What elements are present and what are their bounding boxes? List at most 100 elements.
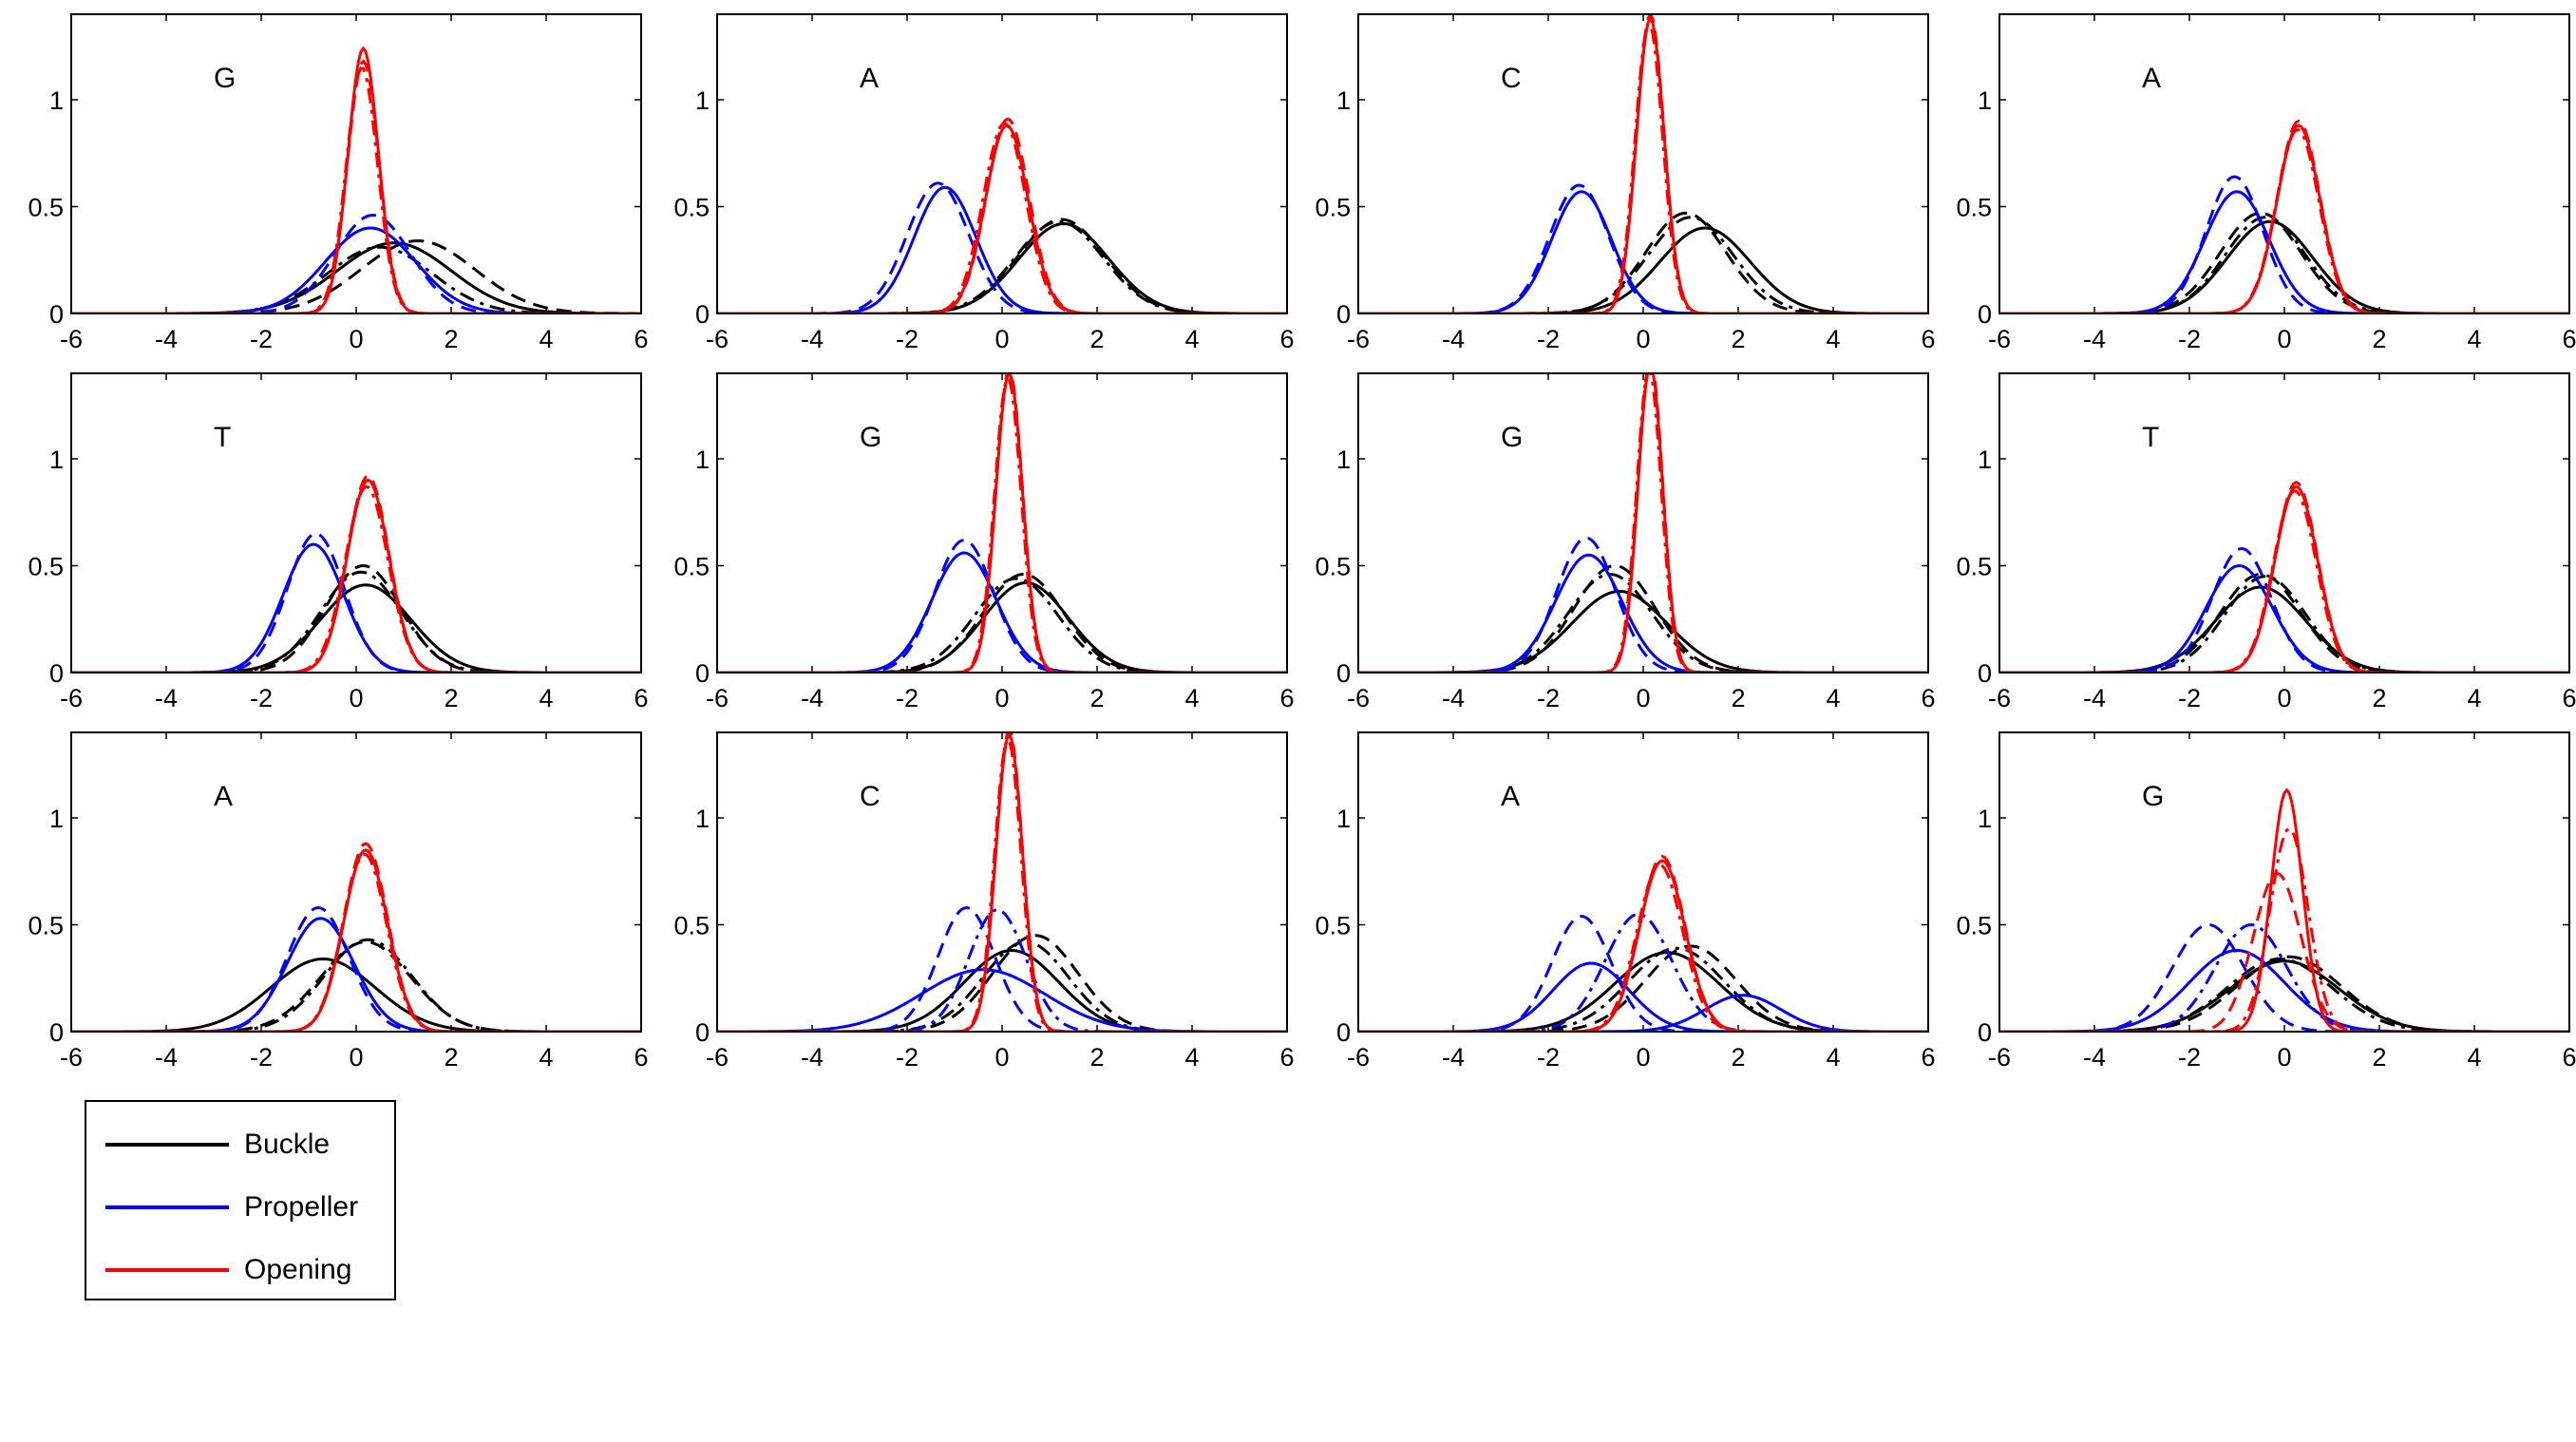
series-line-propeller	[71, 532, 641, 673]
x-tick-label: -2	[896, 684, 919, 712]
x-tick-label: 6	[1921, 1043, 1935, 1072]
panel-curves	[1999, 787, 2569, 1032]
series-line-buckle	[1358, 589, 1928, 673]
panel-4: -6 -4 -2 0 2 4 6 0 0.5 1 A	[1956, 13, 2576, 353]
x-tick-label: 0	[2277, 684, 2291, 712]
series-line-buckle	[717, 939, 1287, 1032]
y-tick-label: 0	[695, 659, 710, 688]
panel-label: C	[860, 781, 881, 812]
series-line-buckle	[717, 577, 1287, 673]
panel-11: -6 -4 -2 0 2 4 6 0 0.5 1 A	[1315, 731, 1936, 1072]
x-tick-label: -2	[250, 1043, 273, 1072]
x-tick-label: 2	[2372, 684, 2386, 712]
x-tick-label: 6	[2562, 684, 2576, 712]
series-line-propeller	[1358, 912, 1928, 1032]
x-tick-label: -2	[2178, 1043, 2201, 1072]
x-tick-label: 6	[634, 1043, 648, 1072]
x-tick-label: 2	[1089, 1043, 1104, 1072]
panel-2: -6 -4 -2 0 2 4 6 0 0.5 1 A	[673, 13, 1295, 353]
series-line-opening	[1358, 373, 1928, 673]
x-tick-label: -4	[1442, 325, 1465, 353]
panel-3: -6 -4 -2 0 2 4 6 0 0.5 1 C	[1315, 13, 1936, 353]
x-tick-label: 2	[444, 1043, 458, 1072]
series-line-buckle	[717, 219, 1287, 313]
series-line-opening	[1999, 871, 2569, 1032]
x-tick-label: -6	[60, 1043, 83, 1072]
series-line-buckle	[71, 939, 641, 1032]
series-line-opening	[1358, 21, 1928, 313]
x-tick-label: 2	[1731, 325, 1745, 353]
series-line-propeller	[1999, 546, 2569, 673]
y-tick-label: 0	[1978, 659, 1992, 688]
panel-label: T	[214, 422, 231, 453]
series-line-buckle	[717, 580, 1287, 673]
series-line-propeller	[1999, 190, 2569, 313]
series-line-opening	[1999, 787, 2569, 1032]
y-tick-label: 0.5	[28, 194, 64, 222]
x-tick-label: -6	[1988, 684, 2011, 712]
x-tick-label: -2	[2178, 684, 2201, 712]
panel-label: A	[2142, 63, 2161, 94]
series-line-propeller	[1358, 190, 1928, 313]
panel-1: -6 -4 -2 0 2 4 6 0 0.5 1 G	[28, 13, 649, 353]
x-tick-label: 2	[444, 325, 458, 353]
x-tick-label: 0	[2277, 325, 2291, 353]
y-tick-label: 1	[1978, 805, 1992, 833]
series-line-propeller	[1999, 563, 2569, 673]
series-line-buckle	[71, 238, 641, 313]
x-tick-label: 2	[1089, 325, 1104, 353]
x-tick-label: -6	[1347, 1043, 1370, 1072]
series-line-propeller	[1358, 961, 1928, 1032]
legend-swatch-buckle	[105, 1143, 229, 1147]
legend: Buckle Propeller Opening	[85, 1100, 396, 1300]
x-tick-label: 2	[2372, 1043, 2386, 1072]
series-line-opening	[1358, 14, 1928, 313]
y-tick-label: 1	[695, 446, 710, 474]
y-tick-label: 1	[695, 805, 710, 833]
panel-curves	[717, 117, 1287, 313]
panel-curves	[1358, 373, 1928, 673]
series-line-propeller	[1999, 922, 2569, 1032]
series-line-propeller	[717, 181, 1287, 313]
panel-frame	[1998, 731, 2570, 1033]
legend-swatch-propeller	[105, 1205, 229, 1209]
series-line-propeller	[717, 185, 1287, 313]
y-tick-label: 0	[695, 300, 710, 329]
panel-label: T	[2142, 422, 2159, 453]
y-tick-label: 0.5	[1315, 194, 1351, 222]
x-tick-label: 0	[994, 684, 1009, 712]
panel-curves	[71, 842, 641, 1032]
panel-frame	[716, 731, 1288, 1033]
x-tick-label: -4	[1442, 684, 1465, 712]
x-tick-label: -4	[801, 325, 824, 353]
x-tick-label: -6	[1347, 325, 1370, 353]
x-tick-label: -6	[706, 325, 729, 353]
x-tick-label: 4	[1184, 325, 1199, 353]
y-tick-label: 0	[1336, 300, 1351, 329]
x-tick-label: 4	[2467, 325, 2481, 353]
series-line-propeller	[1358, 553, 1928, 673]
series-line-propeller	[71, 213, 641, 313]
series-line-buckle	[1999, 572, 2569, 673]
x-tick-label: 6	[634, 325, 648, 353]
panel-frame	[716, 372, 1288, 674]
series-line-buckle	[71, 938, 641, 1032]
panel-curves	[1999, 119, 2569, 313]
x-tick-label: 6	[1921, 684, 1935, 712]
x-tick-label: 4	[539, 1043, 553, 1072]
panel-7: -6 -4 -2 0 2 4 6 0 0.5 1 G	[1315, 372, 1936, 712]
y-tick-label: 0	[49, 1018, 64, 1047]
series-line-buckle	[1999, 575, 2569, 673]
x-tick-label: 4	[2467, 1043, 2481, 1072]
x-tick-label: -2	[1537, 684, 1560, 712]
x-tick-label: 6	[634, 684, 648, 712]
x-tick-label: 0	[1636, 325, 1650, 353]
legend-label-opening: Opening	[244, 1254, 352, 1285]
x-tick-label: -4	[801, 684, 824, 712]
series-line-propeller	[717, 908, 1287, 1032]
panel-label: G	[214, 63, 236, 94]
x-tick-label: -4	[155, 684, 178, 712]
series-line-propeller	[717, 968, 1287, 1032]
x-tick-label: 6	[1279, 1043, 1294, 1072]
x-tick-label: -6	[706, 684, 729, 712]
